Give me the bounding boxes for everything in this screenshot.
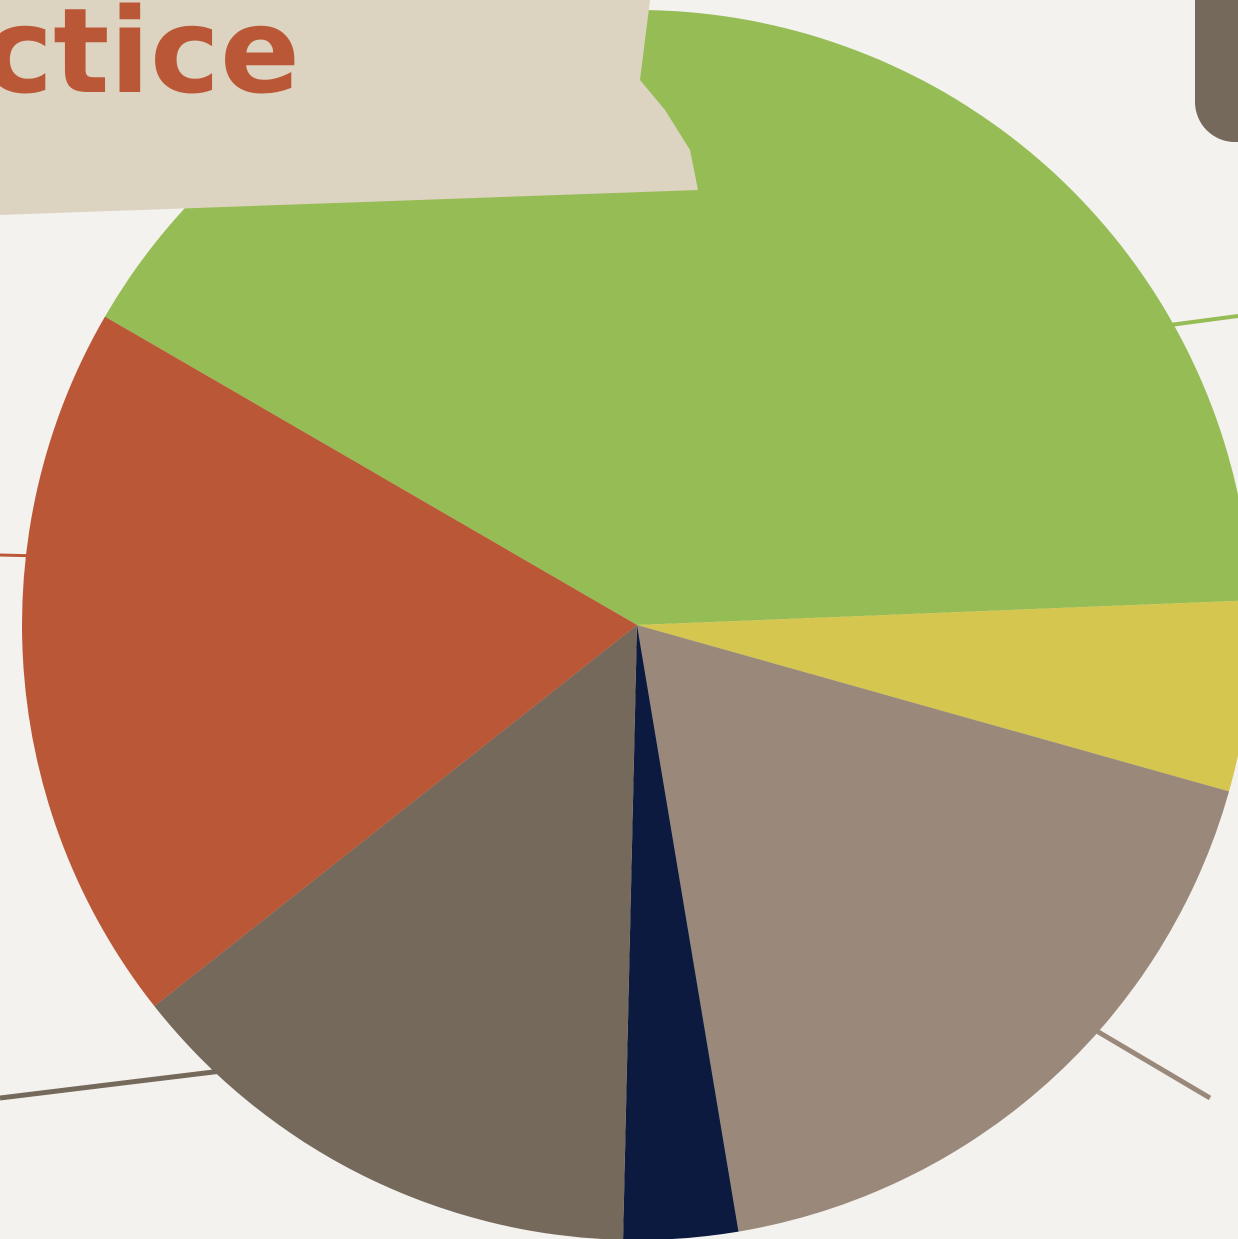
leader-line [1169, 314, 1238, 327]
pie-slice [623, 625, 739, 1239]
pie-slice [154, 625, 637, 1239]
pie-slice [21, 316, 637, 1007]
corner-box [1195, 0, 1238, 142]
pie [21, 10, 1238, 1239]
chart-title: ctice [0, 0, 300, 120]
leader-line [1093, 1027, 1212, 1101]
pie-slice [637, 625, 1230, 1232]
pie-slice [637, 600, 1238, 792]
leader-line [0, 1067, 231, 1101]
tape [0, 0, 698, 215]
